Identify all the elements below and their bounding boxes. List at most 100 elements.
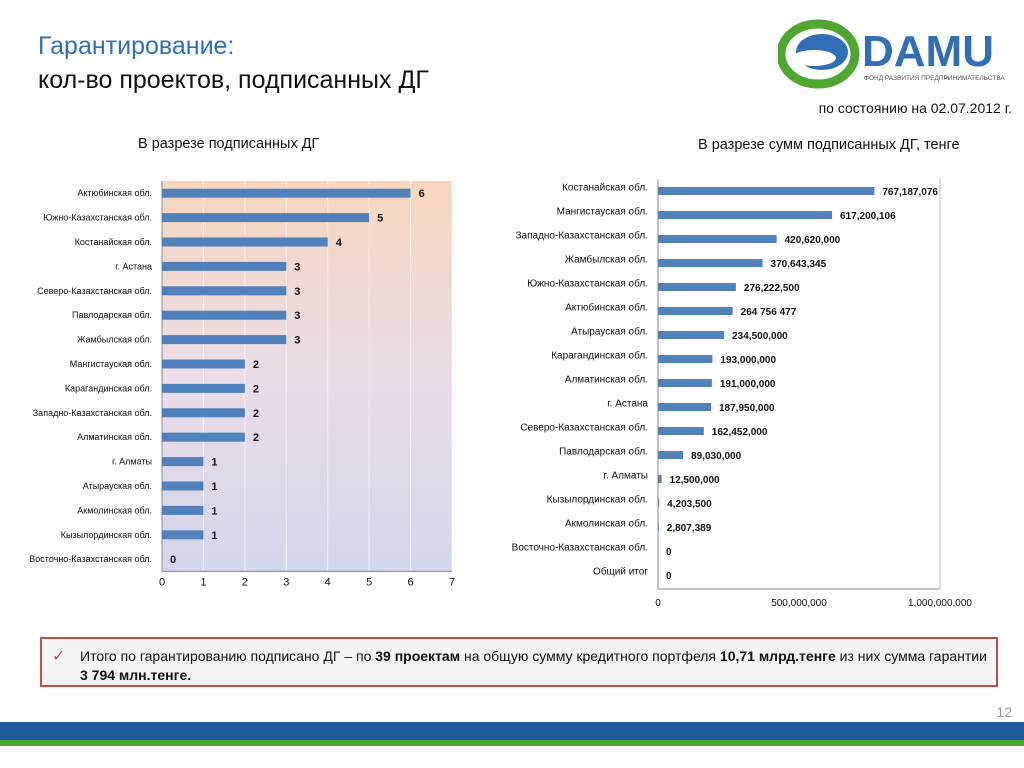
data-label: 3 bbox=[294, 261, 300, 273]
bar bbox=[658, 379, 712, 387]
data-label: 420,620,000 bbox=[785, 235, 841, 246]
bar bbox=[162, 188, 411, 198]
summary-part2: на общую сумму кредитного портфеля bbox=[460, 648, 720, 664]
category-label: Кызылординская обл. bbox=[547, 494, 648, 506]
bar bbox=[162, 481, 204, 491]
category-label: Кызылординская обл. bbox=[61, 530, 152, 540]
x-tick-label: 3 bbox=[283, 576, 289, 588]
x-tick-label: 5 bbox=[366, 576, 372, 588]
x-tick-label: 2 bbox=[242, 576, 248, 588]
x-tick-label: 0 bbox=[159, 576, 165, 588]
bar bbox=[658, 187, 875, 195]
data-label: 0 bbox=[170, 554, 176, 566]
data-label: 276,222,500 bbox=[744, 283, 800, 294]
category-label: Атырауская обл. bbox=[83, 481, 152, 491]
summary-text: Итого по гарантированию подписано ДГ – п… bbox=[80, 647, 990, 685]
data-label: 89,030,000 bbox=[691, 451, 741, 462]
category-label: Павлодарская обл. bbox=[72, 310, 152, 320]
category-label: Карагандинская обл. bbox=[65, 383, 152, 393]
category-label: Восточно-Казахстанская обл. bbox=[512, 542, 648, 554]
chart1-title: В разрезе подписанных ДГ bbox=[138, 136, 320, 152]
bar bbox=[658, 259, 763, 267]
bar bbox=[162, 408, 245, 418]
bar bbox=[162, 457, 204, 467]
data-label: 191,000,000 bbox=[720, 379, 776, 390]
data-label: 3 bbox=[294, 310, 300, 322]
data-label: 0 bbox=[666, 571, 672, 582]
data-label: 617,200,106 bbox=[840, 211, 896, 222]
logo-subtitle: ФОНД РАЗВИТИЯ ПРЕДПРИНИМАТЕЛЬСТВА bbox=[864, 75, 1005, 82]
data-label: 234,500,000 bbox=[732, 331, 788, 342]
category-label: Актюбинская обл. bbox=[565, 302, 648, 314]
data-label: 2 bbox=[253, 383, 259, 395]
category-label: Акмолинская обл. bbox=[77, 505, 152, 515]
category-label: Актюбинская обл. bbox=[77, 188, 152, 198]
data-label: 6 bbox=[419, 188, 425, 200]
category-label: Жамбылская обл. bbox=[77, 335, 152, 345]
x-tick-label: 500,000,000 bbox=[771, 598, 827, 609]
footer-bar-green bbox=[0, 740, 1024, 746]
data-label: 5 bbox=[377, 213, 383, 225]
category-label: Карагандинская обл. bbox=[551, 350, 648, 362]
logo-text: DAMU bbox=[862, 27, 994, 76]
bar bbox=[162, 432, 245, 442]
category-label: Акмолинская обл. bbox=[565, 518, 648, 530]
x-tick-label: 4 bbox=[325, 576, 331, 588]
summary-portfolio: 10,71 млрд.тенге bbox=[719, 648, 836, 664]
data-label: 1 bbox=[211, 505, 217, 517]
summary-projects: 39 проектам bbox=[375, 648, 461, 664]
bar bbox=[162, 213, 370, 223]
x-tick-label: 1 bbox=[200, 576, 206, 588]
category-label: Северо-Казахстанская обл. bbox=[37, 286, 152, 296]
slide-title: Гарантирование: bbox=[38, 32, 235, 60]
data-label: 3 bbox=[294, 335, 300, 347]
checkmark-icon: ✓ bbox=[52, 648, 66, 665]
data-label: 3 bbox=[294, 286, 300, 298]
bar bbox=[162, 286, 287, 296]
data-label: 264 756 477 bbox=[741, 307, 797, 318]
chart2-title: В разрезе сумм подписанных ДГ, тенге bbox=[698, 137, 960, 153]
report-date: по состоянию на 02.07.2012 г. bbox=[818, 100, 1012, 116]
bar bbox=[658, 523, 659, 531]
category-label: Южно-Казахстанская обл. bbox=[43, 213, 152, 223]
category-label: Жамбылская обл. bbox=[565, 254, 648, 266]
x-tick-label: 7 bbox=[449, 576, 455, 588]
category-label: Костанайская обл. bbox=[75, 237, 152, 247]
category-label: Алматинская обл. bbox=[77, 432, 152, 442]
data-label: 2 bbox=[253, 432, 259, 444]
bar bbox=[658, 331, 725, 339]
bar bbox=[658, 283, 736, 291]
summary-guarantee: 3 794 млн.тенге. bbox=[80, 667, 192, 683]
slide-subtitle: кол-во проектов, подписанных ДГ bbox=[38, 66, 429, 94]
data-label: 2 bbox=[253, 408, 259, 420]
category-label: Южно-Казахстанская обл. bbox=[527, 278, 648, 290]
x-tick-label: 6 bbox=[408, 576, 414, 588]
damu-logo: DAMU ФОНД РАЗВИТИЯ ПРЕДПРИНИМАТЕЛЬСТВА bbox=[778, 19, 1005, 89]
category-label: Общий итог bbox=[593, 566, 648, 578]
data-label: 2 bbox=[253, 359, 259, 371]
category-label: г. Алматы bbox=[112, 457, 152, 467]
data-label: 12,500,000 bbox=[670, 475, 720, 486]
bar bbox=[658, 211, 833, 219]
bar bbox=[162, 237, 328, 247]
bar bbox=[658, 403, 712, 411]
category-label: г. Астана bbox=[115, 261, 152, 271]
summary-box: ✓ Итого по гарантированию подписано ДГ –… bbox=[40, 637, 998, 687]
summary-part3: из них сумма гарантии bbox=[835, 648, 987, 664]
category-label: Северо-Казахстанская обл. bbox=[520, 422, 648, 434]
bar bbox=[162, 335, 287, 345]
data-label: 4,203,500 bbox=[667, 499, 712, 510]
category-label: Атырауская обл. bbox=[571, 326, 648, 338]
bar bbox=[658, 427, 704, 435]
data-label: 4 bbox=[336, 237, 343, 249]
bar bbox=[162, 310, 287, 320]
category-label: Западно-Казахстанская обл. bbox=[33, 408, 152, 418]
data-label: 370,643,345 bbox=[771, 259, 827, 270]
category-label: Западно-Казахстанская обл. bbox=[516, 230, 649, 242]
category-label: Костанайская обл. bbox=[562, 182, 648, 194]
bar bbox=[658, 235, 777, 243]
bar bbox=[658, 451, 684, 459]
bar bbox=[162, 383, 245, 393]
bar bbox=[162, 359, 245, 369]
